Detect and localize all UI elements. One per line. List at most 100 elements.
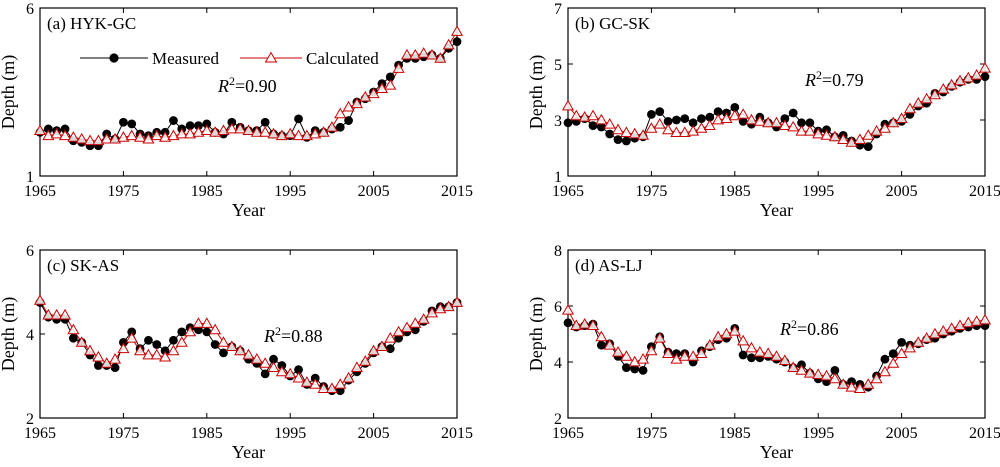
calculated-point [58,308,72,320]
calculated-point [837,378,850,389]
calculated-point [33,124,47,136]
calculated-point [325,121,338,132]
calculated-point [678,126,691,137]
calculated-point [450,296,464,307]
calculated-point [837,133,850,144]
calculated-point [787,361,800,372]
calculated-point [117,131,130,142]
measured-point [780,114,790,123]
calculated-point [628,355,641,367]
calculated-point [100,357,113,368]
calculated-point [134,344,147,356]
measured-point [630,364,640,374]
measured-point [563,318,573,328]
calculated-point [184,325,197,337]
measured-point [797,118,806,128]
measured-point [738,350,748,360]
calculated-point [695,347,708,358]
calculated-point [250,126,263,137]
calculated-point [92,350,105,362]
measured-point [655,107,665,116]
calculated-point [645,122,658,133]
calculated-point [67,131,80,142]
calculated-point [912,336,925,347]
measured-point [738,117,748,126]
panel-a: 1965 1975 1985 1995 2005 2015 1 6 Year Depth (m) (… [0,1,473,220]
calculated-point [795,364,808,375]
calculated-point [978,313,992,325]
panel-d: 1965 1975 1985 1995 2005 2015 2 4 6 8 Year Depth (m… [526,243,1000,462]
calculated-point [862,129,875,140]
x-tick-label: 1965 [24,425,56,442]
x-tick-label: 1965 [552,183,584,200]
r-squared-label: R2=0.86 [779,317,839,339]
y-axis-label: Depth (m) [0,297,19,371]
calculated-point [578,317,591,329]
calculated-point [920,331,933,343]
calculated-point [125,129,138,141]
calculated-point [845,380,858,392]
measured-point [310,373,320,383]
calculated-point [200,124,213,136]
calculated-point [620,350,633,361]
y-tick-label: 1 [554,169,562,186]
calculated-point [737,108,750,119]
panel-title: (b) GC-SK [575,14,651,33]
calculated-point [67,323,80,335]
x-axis-label: Year [760,200,793,220]
calculated-point [695,122,708,133]
calculated-point [409,48,422,60]
measured-point [160,346,170,356]
calculated-point [375,82,389,94]
measured-point [119,117,128,127]
calculated-point [134,131,147,142]
calculated-point [611,345,625,357]
calculated-point [200,317,213,328]
x-tick-label: 1985 [719,183,751,200]
measured-point [697,114,706,123]
calculated-point [309,127,322,139]
calculated-point [703,338,716,350]
calculated-point [317,382,330,393]
panel-c: 1965 1975 1985 1995 2005 2015 2 4 6 Year Depth (m)… [0,243,473,462]
calculated-point [653,331,666,343]
y-axis-label: Depth (m) [526,297,547,371]
calculated-point [895,347,908,358]
calculated-point [636,129,650,140]
legend: Measured Calculated [80,49,379,68]
calculated-point [712,330,725,342]
measured-point [144,335,153,345]
measured-point [202,327,212,337]
calculated-point [720,327,733,339]
calculated-point [670,126,683,137]
calculated-point [728,324,741,336]
calculated-point [417,313,430,324]
calculated-point [628,127,641,139]
calculated-point [795,124,808,136]
x-tick-label: 2005 [358,425,390,442]
calculated-point [862,378,875,389]
calculated-point [42,308,55,320]
calculated-point [978,61,992,73]
calculated-point [762,347,775,358]
measured-point [269,354,278,364]
calculated-point [142,348,155,360]
x-tick-label: 2015 [441,183,473,200]
x-tick-label: 1975 [635,183,667,200]
calculated-point [284,127,297,139]
calculated-point [400,48,414,60]
calculated-point [712,113,725,125]
measured-point [385,72,395,82]
measured-point [880,354,890,364]
calculated-point [920,92,933,104]
measured-point [93,361,103,370]
calculated-point [778,354,791,365]
calculated-point [409,317,422,328]
calculated-point [334,107,347,119]
calculated-point [970,68,983,80]
calculated-point [653,117,666,129]
calculated-point [720,112,733,123]
x-tick-label: 1985 [191,183,223,200]
measured-point [688,118,698,128]
calculated-point [175,127,188,139]
